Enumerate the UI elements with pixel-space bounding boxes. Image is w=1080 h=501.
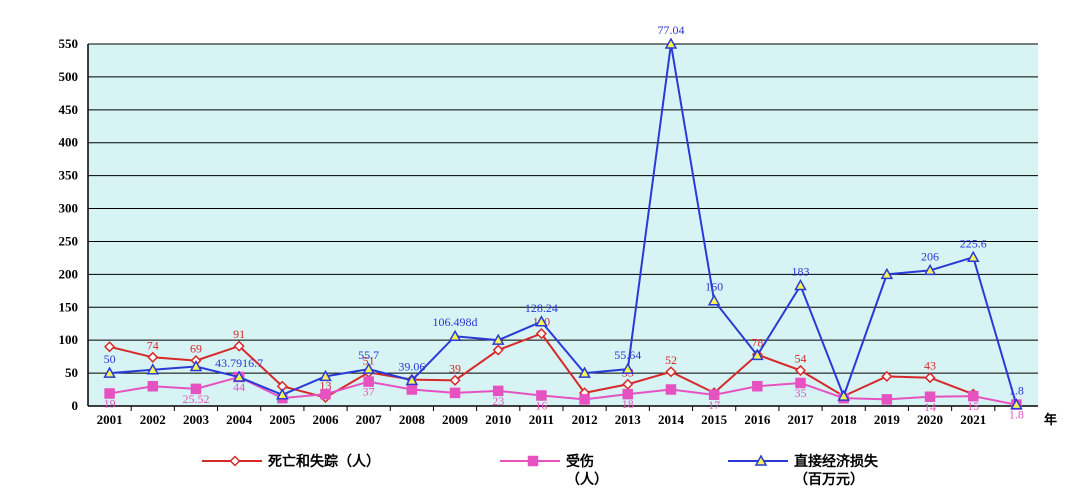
x-tick-label: 2016 (744, 412, 771, 427)
y-tick-label: 400 (59, 135, 79, 150)
data-label: 1.8 (1009, 408, 1024, 422)
line-chart: 0501001502002503003504004505005502001200… (0, 0, 1080, 501)
data-label: 50 (104, 352, 116, 366)
x-tick-label: 2017 (788, 412, 815, 427)
x-tick-label: 2006 (313, 412, 340, 427)
data-label: 35 (795, 386, 807, 400)
data-label: 77.04 (657, 23, 684, 37)
data-label: 16 (535, 398, 547, 412)
data-label: 1.8 (1009, 384, 1024, 398)
data-label: 106.498d (433, 315, 478, 329)
x-tick-label: 2011 (529, 412, 554, 427)
legend-label: 受伤 （人） (566, 454, 608, 489)
x-tick-label: 2021 (960, 412, 986, 427)
x-tick-label: 2003 (183, 412, 210, 427)
series-marker (753, 382, 762, 391)
x-tick-label: 2012 (572, 412, 598, 427)
chart-legend: 死亡和失踪（人） 受伤 （人） 直接经济损失 （百万元） (0, 454, 1080, 489)
y-tick-label: 50 (65, 365, 78, 380)
y-tick-label: 550 (59, 36, 79, 51)
y-tick-label: 250 (59, 233, 79, 248)
data-label: 91 (233, 327, 245, 341)
y-tick-label: 150 (59, 299, 79, 314)
data-label: 55.7 (358, 348, 379, 362)
legend-item: 死亡和失踪（人） (202, 454, 380, 489)
x-tick-label: 2015 (701, 412, 728, 427)
x-axis-title: 年 (1044, 412, 1057, 427)
data-label: 44 (233, 380, 245, 394)
data-label: 23 (492, 394, 504, 408)
legend-swatch (500, 454, 560, 468)
y-tick-label: 450 (59, 102, 79, 117)
data-label: 54 (795, 351, 807, 365)
chart-container: 0501001502002503003504004505005502001200… (0, 0, 1080, 501)
x-tick-label: 2014 (658, 412, 685, 427)
x-tick-label: 2009 (442, 412, 469, 427)
x-tick-label: 2010 (485, 412, 511, 427)
y-tick-label: 100 (59, 332, 79, 347)
x-tick-label: 2004 (226, 412, 253, 427)
series-marker (580, 395, 589, 404)
data-label: 69 (190, 342, 202, 356)
data-label: 183 (792, 265, 810, 279)
series-marker (882, 395, 891, 404)
data-label: 160 (705, 280, 723, 294)
y-tick-label: 350 (59, 168, 79, 183)
x-tick-label: 2020 (917, 412, 943, 427)
legend-label: 死亡和失踪（人） (268, 454, 380, 472)
x-tick-label: 2005 (269, 412, 296, 427)
data-label: 19 (104, 396, 116, 410)
legend-item: 直接经济损失 （百万元） (728, 454, 878, 489)
x-tick-label: 2019 (874, 412, 901, 427)
x-tick-label: 2001 (97, 412, 123, 427)
y-tick-label: 0 (72, 398, 79, 413)
data-label: 39.06 (398, 359, 425, 373)
series-marker (451, 388, 460, 397)
data-label: 14 (924, 400, 936, 414)
legend-label: 直接经济损失 （百万元） (794, 454, 878, 489)
data-label: 128.24 (525, 301, 558, 315)
data-label: 39 (449, 361, 461, 375)
x-tick-label: 2013 (615, 412, 642, 427)
data-label: 43.7916.7 (215, 356, 263, 370)
legend-item: 受伤 （人） (500, 454, 608, 489)
series-marker (321, 390, 330, 399)
legend-swatch (202, 454, 262, 468)
data-label: 74 (147, 338, 159, 352)
data-label: 17 (708, 398, 720, 412)
x-tick-label: 2008 (399, 412, 426, 427)
data-label: 52 (665, 353, 677, 367)
data-label: 43 (924, 359, 936, 373)
data-label: 55.64 (614, 348, 641, 362)
data-label: 37 (363, 385, 375, 399)
x-tick-label: 2002 (140, 412, 166, 427)
data-label: 18 (622, 397, 634, 411)
data-label: 206 (921, 249, 939, 263)
series-marker (148, 382, 157, 391)
x-tick-label: 2018 (831, 412, 858, 427)
series-marker (666, 385, 675, 394)
legend-swatch (728, 454, 788, 468)
x-tick-label: 2007 (356, 412, 383, 427)
y-tick-label: 300 (59, 201, 79, 216)
data-label: 25.52 (182, 392, 209, 406)
series-marker (407, 385, 416, 394)
y-tick-label: 200 (59, 266, 79, 281)
data-label: 225.6 (960, 236, 987, 250)
y-tick-label: 500 (59, 69, 79, 84)
data-label: 15 (967, 399, 979, 413)
